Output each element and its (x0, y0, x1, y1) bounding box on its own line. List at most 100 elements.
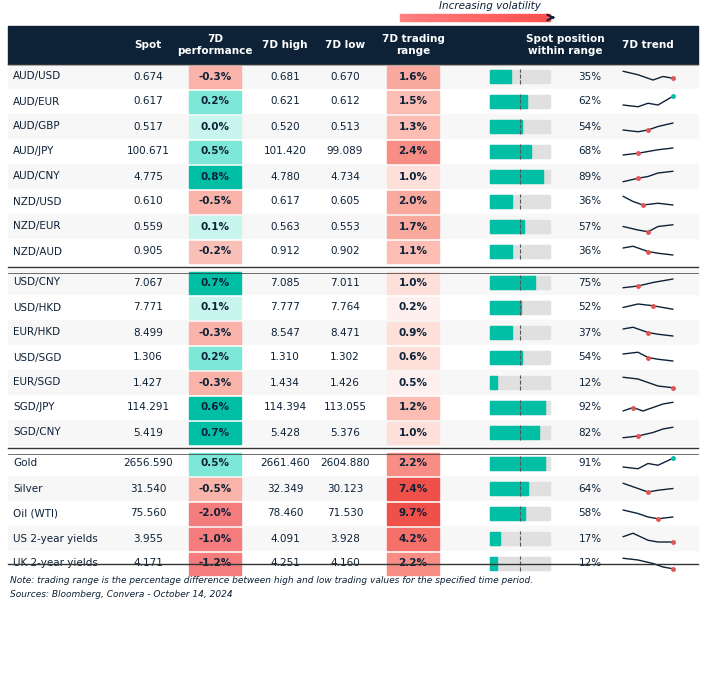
Bar (8, 139, 698, 164)
Text: 1.0%: 1.0% (398, 172, 428, 182)
Bar (189, 141, 241, 163)
Text: Oil (WTI): Oil (WTI) (13, 508, 58, 519)
Bar (530, 14, 535, 21)
Bar (515, 14, 520, 21)
Bar (387, 115, 439, 137)
Text: 8.499: 8.499 (133, 327, 163, 338)
Text: 0.2%: 0.2% (201, 97, 229, 106)
Bar (480, 14, 485, 21)
Text: 9.7%: 9.7% (398, 508, 428, 519)
Text: 8.547: 8.547 (270, 327, 300, 338)
Bar (8, 395, 698, 420)
Bar (387, 141, 439, 163)
Bar (490, 276, 550, 289)
Bar (460, 14, 465, 21)
Text: NZD/AUD: NZD/AUD (13, 246, 62, 257)
Text: -0.2%: -0.2% (198, 246, 232, 257)
Text: Silver: Silver (13, 484, 42, 493)
Text: UK 2-year yields: UK 2-year yields (13, 558, 98, 569)
Text: AUD/USD: AUD/USD (13, 71, 61, 82)
Bar (189, 552, 241, 574)
Text: 4.734: 4.734 (330, 172, 360, 182)
Text: Spot position
within range: Spot position within range (526, 34, 604, 56)
Bar (490, 532, 500, 545)
Bar (490, 482, 550, 495)
Text: 1.7%: 1.7% (398, 222, 428, 231)
Text: AUD/GBP: AUD/GBP (13, 121, 61, 132)
Text: 1.2%: 1.2% (398, 403, 428, 412)
Text: 57%: 57% (578, 222, 602, 231)
Text: 89%: 89% (578, 172, 602, 182)
Text: 2656.590: 2656.590 (123, 458, 173, 469)
Bar (490, 376, 550, 390)
Bar (189, 215, 241, 237)
Bar (490, 245, 512, 259)
Bar (8, 189, 698, 214)
Text: 0.5%: 0.5% (201, 147, 229, 156)
Text: 7D trading
range: 7D trading range (381, 34, 445, 56)
Text: 68%: 68% (578, 147, 602, 156)
Bar (189, 191, 241, 213)
Text: 114.291: 114.291 (126, 403, 169, 412)
Bar (387, 65, 439, 88)
Text: US 2-year yields: US 2-year yields (13, 534, 97, 543)
Bar (387, 453, 439, 475)
Text: 0.1%: 0.1% (201, 222, 229, 231)
Bar (387, 421, 439, 444)
Text: 91%: 91% (578, 458, 602, 469)
Bar (490, 457, 550, 471)
Bar (430, 14, 435, 21)
Bar (8, 451, 698, 476)
Text: 8.471: 8.471 (330, 327, 360, 338)
Bar (490, 14, 495, 21)
Bar (535, 14, 540, 21)
Bar (189, 115, 241, 137)
Text: 78.460: 78.460 (267, 508, 303, 519)
Bar (525, 14, 530, 21)
Text: 1.1%: 1.1% (398, 246, 428, 257)
Bar (490, 119, 522, 133)
Bar (387, 215, 439, 237)
Text: 0.612: 0.612 (330, 97, 360, 106)
Bar (189, 272, 241, 294)
Text: 4.171: 4.171 (133, 558, 163, 569)
Text: 2604.880: 2604.880 (321, 458, 370, 469)
Bar (490, 556, 497, 570)
Text: 1.0%: 1.0% (398, 427, 428, 438)
Text: 1.5%: 1.5% (398, 97, 428, 106)
Text: 0.559: 0.559 (133, 222, 163, 231)
Bar (387, 503, 439, 525)
Text: 0.9%: 0.9% (399, 327, 427, 338)
Bar (490, 457, 544, 471)
Text: 12%: 12% (578, 377, 602, 388)
Text: 0.2%: 0.2% (201, 353, 229, 362)
Text: AUD/EUR: AUD/EUR (13, 97, 60, 106)
Text: 0.905: 0.905 (133, 246, 163, 257)
Text: -0.3%: -0.3% (198, 377, 232, 388)
Text: 58%: 58% (578, 508, 602, 519)
Text: 7.777: 7.777 (270, 303, 300, 313)
Text: 0.1%: 0.1% (201, 303, 229, 313)
Text: 36%: 36% (578, 196, 602, 206)
Text: 4.775: 4.775 (133, 172, 163, 182)
Text: 2.0%: 2.0% (398, 196, 428, 206)
Bar (8, 270, 698, 295)
Text: 7.085: 7.085 (270, 278, 300, 287)
Bar (490, 245, 550, 259)
Bar (387, 397, 439, 418)
Text: -0.5%: -0.5% (198, 484, 232, 493)
Bar (387, 346, 439, 368)
Text: 71.530: 71.530 (327, 508, 363, 519)
Text: 1.310: 1.310 (270, 353, 300, 362)
Bar (8, 114, 698, 139)
Text: 36%: 36% (578, 246, 602, 257)
Bar (490, 69, 511, 84)
Bar (440, 14, 445, 21)
Text: 5.376: 5.376 (330, 427, 360, 438)
Bar (189, 503, 241, 525)
Text: 7.4%: 7.4% (398, 484, 428, 493)
Text: -1.2%: -1.2% (198, 558, 232, 569)
Text: 0.7%: 0.7% (201, 278, 229, 287)
Text: 75%: 75% (578, 278, 602, 287)
Text: 4.091: 4.091 (270, 534, 300, 543)
